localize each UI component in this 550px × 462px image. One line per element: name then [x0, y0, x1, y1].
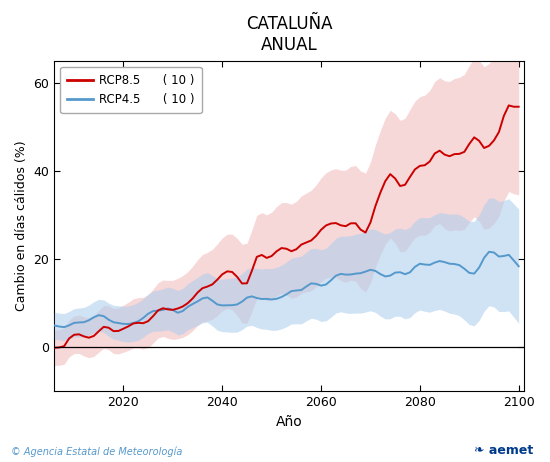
Title: CATALUÑA
ANUAL: CATALUÑA ANUAL	[246, 15, 332, 54]
X-axis label: Año: Año	[276, 414, 303, 429]
Text: ❧ aemet: ❧ aemet	[474, 444, 534, 457]
Legend: RCP8.5      ( 10 ), RCP4.5      ( 10 ): RCP8.5 ( 10 ), RCP4.5 ( 10 )	[60, 67, 202, 113]
Y-axis label: Cambio en días cálidos (%): Cambio en días cálidos (%)	[15, 141, 28, 311]
Text: © Agencia Estatal de Meteorología: © Agencia Estatal de Meteorología	[11, 447, 183, 457]
